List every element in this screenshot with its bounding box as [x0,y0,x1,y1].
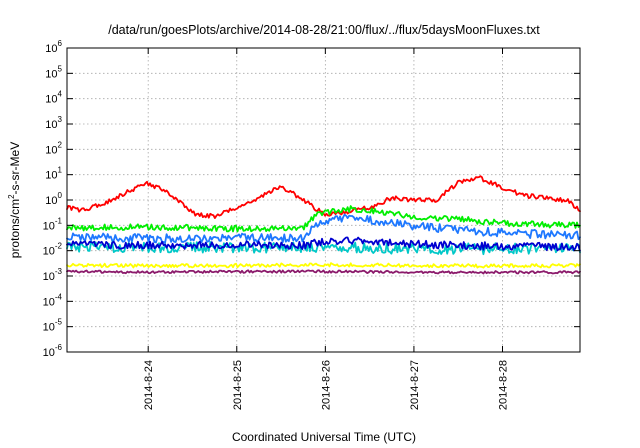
y-tick-label: 10-5 [43,318,63,334]
x-axis-label: Coordinated Universal Time (UTC) [232,430,416,444]
y-tick-label: 101 [45,166,62,182]
y-axis-label: protons/cm2-s-sr-MeV [7,142,22,258]
y-tick-label: 106 [45,39,62,55]
axis-ticks [67,47,580,353]
series-line [66,269,581,275]
y-tick-label: 10-6 [43,343,63,359]
y-tick-label: 10-1 [43,216,63,232]
x-tick-label: 2014-8-27 [409,360,421,410]
series-layer [66,175,581,275]
y-tick-label: 10-3 [43,267,63,283]
y-tick-label: 104 [45,90,62,106]
series-line [66,240,581,256]
y-tick-label: 10-2 [43,242,63,258]
grid [67,48,580,352]
y-tick-label: 103 [45,115,62,131]
series-line [66,236,581,252]
series-line [66,262,581,269]
y-tick-labels: 10-6 10-5 10-4 10-3 10-2 10-1 100 101 102 103 104 1… [43,39,63,359]
y-tick-label: 105 [45,64,62,80]
y-tick-label: 10-4 [43,292,63,308]
x-tick-label: 2014-8-24 [143,360,155,410]
x-tick-label: 2014-8-28 [497,360,509,410]
x-tick-label: 2014-8-26 [320,360,332,410]
x-tick-label: 2014-8-25 [232,360,244,410]
y-tick-label: 100 [45,191,62,207]
y-tick-label: 102 [45,140,62,156]
series-line [66,213,581,244]
x-tick-labels: 2014-8-24 2014-8-25 2014-8-26 2014-8-27 2014… [143,360,509,410]
series-line [66,205,581,233]
chart-title: /data/run/goesPlots/archive/2014-08-28/2… [108,23,540,37]
